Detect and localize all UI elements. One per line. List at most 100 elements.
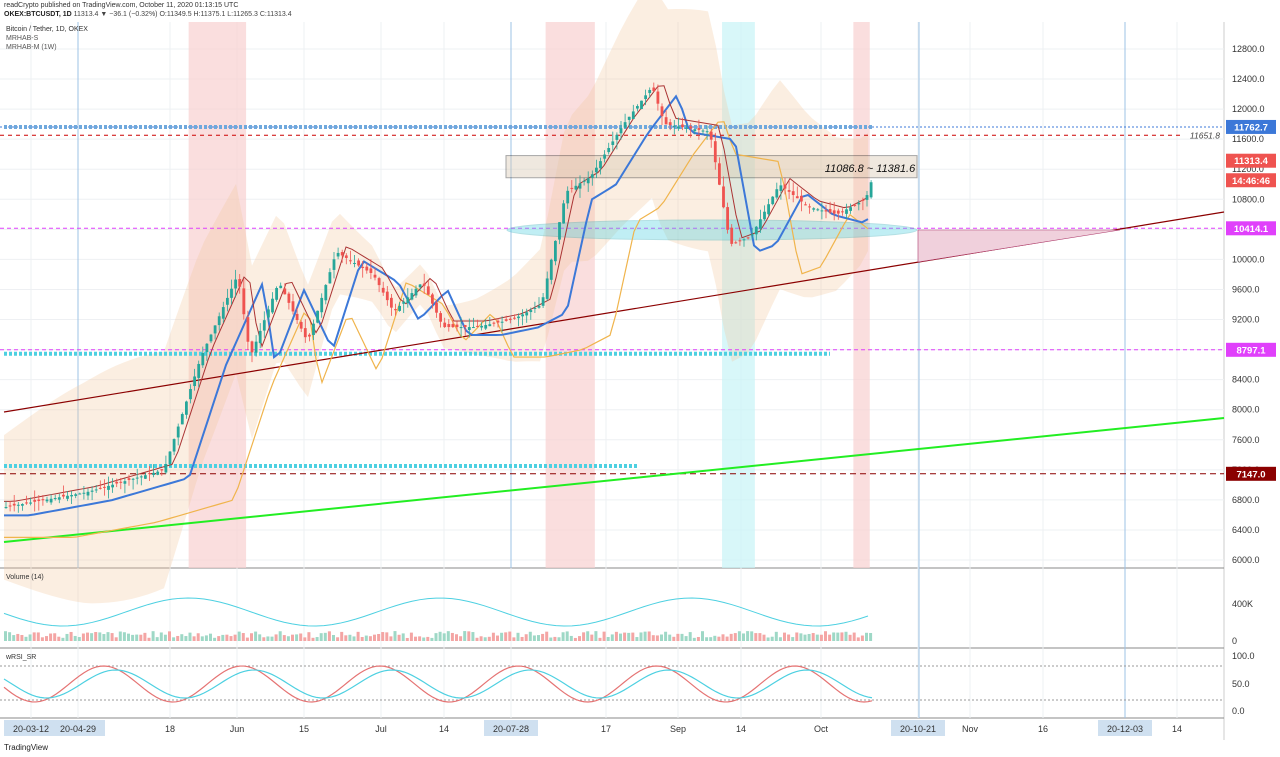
volume-bar xyxy=(815,634,819,641)
time-highlight-band xyxy=(722,22,755,568)
current-price-tag-bg xyxy=(1226,153,1276,168)
volume-bar xyxy=(832,632,836,641)
volume-bar xyxy=(467,631,471,641)
volume-bar xyxy=(57,636,61,641)
candle-body xyxy=(156,471,160,475)
candle-body xyxy=(824,210,828,212)
volume-bar xyxy=(4,631,7,641)
candle-body xyxy=(398,305,401,311)
volume-bar xyxy=(479,636,483,641)
volume-bar xyxy=(598,637,602,641)
volume-bar xyxy=(434,633,438,641)
volume-bar xyxy=(635,637,639,641)
candle-body xyxy=(832,210,836,214)
volume-bar xyxy=(561,632,565,641)
candle-body xyxy=(759,219,762,229)
volume-bar xyxy=(135,634,139,641)
candle-body xyxy=(213,325,217,334)
volume-bar xyxy=(840,632,844,641)
countdown-tag-bg xyxy=(1226,173,1276,188)
moving-average-short xyxy=(4,85,869,502)
candle-body xyxy=(103,486,106,488)
volume-bar xyxy=(676,633,680,641)
candle-body xyxy=(791,191,795,196)
candle-body xyxy=(45,499,49,502)
volume-bar xyxy=(807,633,811,641)
green-trendline xyxy=(3,417,1225,543)
tradingview-logo: TradingView xyxy=(4,743,48,752)
candle-body xyxy=(570,187,574,189)
y-tick-label: 9200.0 xyxy=(1232,315,1260,325)
y-tick-label: 9600.0 xyxy=(1232,284,1260,294)
candle-body xyxy=(599,161,602,169)
x-tick-highlight xyxy=(891,720,945,736)
volume-bar xyxy=(409,632,413,641)
candle-body xyxy=(533,307,537,309)
volume-bar xyxy=(385,632,389,641)
candle-body xyxy=(172,439,176,452)
candle-body xyxy=(82,492,86,494)
volume-bar xyxy=(311,637,315,641)
candle-body xyxy=(414,288,418,296)
volume-bar xyxy=(430,637,434,641)
candle-body xyxy=(521,314,524,317)
countdown-tag: 14:46:46 xyxy=(1232,176,1270,187)
support-mid-tag: 10414.1 xyxy=(1234,224,1269,235)
volume-bar xyxy=(32,632,36,641)
volume-bar xyxy=(450,632,454,641)
candle-body xyxy=(258,330,262,344)
y-tick-label: 11600.0 xyxy=(1232,134,1264,144)
candle-body xyxy=(234,279,237,289)
symbol: OKEX:BTCUSDT, 1D xyxy=(4,11,72,18)
candle-body xyxy=(447,324,451,328)
volume-bar xyxy=(233,634,237,641)
volume-bar xyxy=(262,637,266,641)
candle-body xyxy=(303,328,307,338)
resistance-price-tag: 11762.7 xyxy=(1234,122,1268,133)
volume-bar xyxy=(323,632,327,641)
candle-body xyxy=(271,298,274,313)
volume-bar xyxy=(787,634,791,641)
candle-body xyxy=(500,321,504,323)
volume-bar xyxy=(176,635,180,641)
volume-bar xyxy=(24,636,28,641)
volume-bar xyxy=(627,632,631,641)
volume-bar xyxy=(819,634,823,641)
volume-bar xyxy=(705,637,709,641)
volume-bar xyxy=(532,635,536,641)
candle-body xyxy=(107,485,110,490)
volume-bar xyxy=(401,633,405,641)
volume-bar xyxy=(639,632,643,641)
x-tick-label: 17 xyxy=(601,724,611,734)
rsi-tick: 100.0 xyxy=(1232,651,1255,661)
candle-body xyxy=(869,182,873,198)
volume-bar xyxy=(278,631,282,641)
volume-bar xyxy=(110,633,114,641)
volume-bar xyxy=(651,635,655,641)
candle-body xyxy=(369,268,373,273)
volume-bar xyxy=(446,631,450,641)
volume-bar xyxy=(586,631,590,641)
candle-body xyxy=(701,130,705,132)
volume-bar xyxy=(221,634,225,641)
volume-bar xyxy=(549,637,553,641)
x-tick-label: 20-03-12 xyxy=(13,724,49,734)
volume-bar xyxy=(28,634,32,641)
volume-bar xyxy=(836,632,840,641)
candle-body xyxy=(484,325,488,329)
candle-body xyxy=(857,202,861,205)
candle-body xyxy=(804,204,807,206)
candle-body xyxy=(402,301,406,304)
volume-bar xyxy=(811,633,815,641)
volume-bar xyxy=(336,637,340,641)
volume-bar xyxy=(528,631,532,641)
volume-bar xyxy=(795,632,799,641)
candle-body xyxy=(668,122,672,126)
volume-bar xyxy=(254,631,258,641)
x-tick-highlight xyxy=(51,720,105,736)
candle-body xyxy=(176,426,180,438)
candle-body xyxy=(808,206,811,208)
candle-body xyxy=(160,469,164,471)
candle-body xyxy=(754,226,758,235)
